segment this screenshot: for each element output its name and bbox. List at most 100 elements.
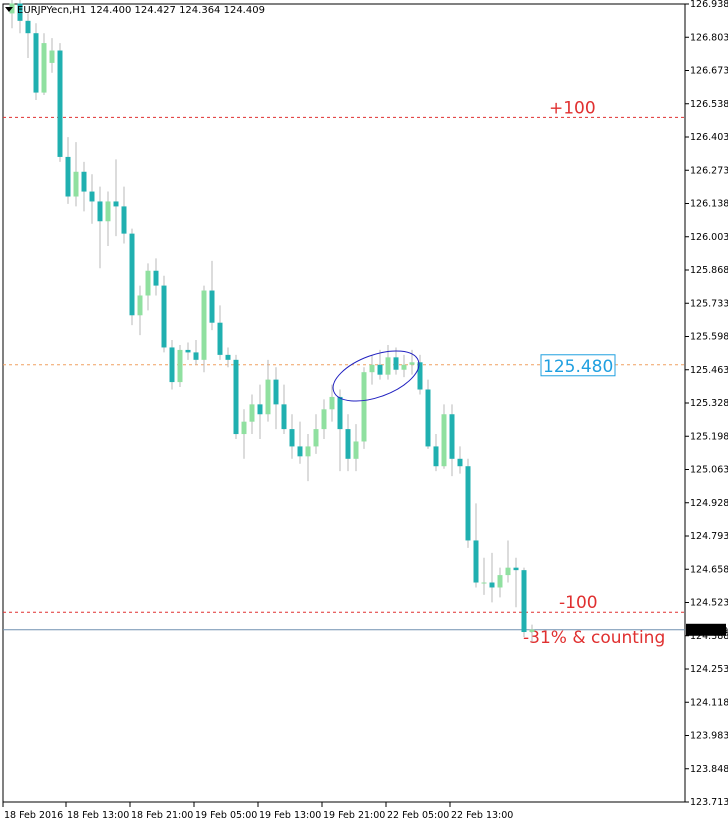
y-tick-label: 126.003 xyxy=(690,232,728,243)
candle-body xyxy=(409,362,415,365)
candle-body xyxy=(361,372,367,442)
x-tick-label: 18 Feb 21:00 xyxy=(131,810,193,821)
price-levels: +100 125.480 -100 124.409 -31% & counting xyxy=(3,98,728,648)
y-tick-label: 126.273 xyxy=(690,165,728,176)
candle-body xyxy=(329,396,335,410)
y-tick-label: 126.803 xyxy=(690,32,728,43)
candle-body xyxy=(57,50,63,157)
x-tick-label: 19 Feb 21:00 xyxy=(323,810,385,821)
y-tick-label: 125.598 xyxy=(690,332,728,343)
candle-body xyxy=(33,33,39,93)
y-tick-label: 123.983 xyxy=(690,731,728,742)
y-tick-label: 126.403 xyxy=(690,132,728,143)
candle-body xyxy=(289,429,295,447)
candle-body xyxy=(97,201,103,222)
candle-body xyxy=(185,349,191,353)
candle-body xyxy=(497,575,503,588)
candle-body xyxy=(217,322,223,355)
candle-body xyxy=(241,421,247,435)
chart-frame xyxy=(2,3,686,803)
y-tick-label: 125.868 xyxy=(690,265,728,276)
candle-body xyxy=(401,364,407,370)
candle-body xyxy=(313,429,319,447)
candle-body xyxy=(129,233,135,316)
y-tick-label: 124.928 xyxy=(690,498,728,509)
candle-body xyxy=(249,404,255,422)
current-price-label: 124.409 xyxy=(689,626,728,637)
ohlc-readout: 124.400 124.427 124.364 124.409 xyxy=(90,5,265,16)
x-tick-label: 22 Feb 13:00 xyxy=(451,810,513,821)
candle-body xyxy=(105,201,111,222)
y-tick-label: 126.673 xyxy=(690,66,728,77)
candles xyxy=(9,0,535,642)
y-tick-label: 124.658 xyxy=(690,564,728,575)
candle-body xyxy=(225,354,231,360)
candle-body xyxy=(49,50,55,63)
candle-body xyxy=(505,567,511,576)
candle-body xyxy=(73,171,79,197)
candle-body xyxy=(25,20,31,34)
candle-body xyxy=(201,290,207,360)
candle-body xyxy=(449,414,455,459)
candle-body xyxy=(273,379,279,405)
symbol-label: EURJPYecn,H1 xyxy=(17,5,86,16)
candle-body xyxy=(337,396,343,430)
y-tick-label: 125.328 xyxy=(690,398,728,409)
candle-body xyxy=(145,270,151,296)
candle-body xyxy=(457,458,463,467)
candle-body xyxy=(17,3,23,21)
candle-body xyxy=(153,270,159,286)
y-tick-label: 125.463 xyxy=(690,365,728,376)
y-tick-label: 126.138 xyxy=(690,199,728,210)
dropdown-arrow-icon[interactable] xyxy=(5,7,13,12)
y-tick-label: 126.538 xyxy=(690,99,728,110)
candle-body xyxy=(265,379,271,415)
candle-body xyxy=(369,364,375,373)
annotation-text: -31% & counting xyxy=(523,628,665,648)
candle-body xyxy=(353,441,359,459)
x-tick-label: 19 Feb 13:00 xyxy=(259,810,321,821)
candle-body xyxy=(169,347,175,383)
candle-body xyxy=(417,362,423,390)
level-label: +100 xyxy=(549,98,596,118)
candle-body xyxy=(425,389,431,447)
candle-body xyxy=(209,290,215,323)
candle-body xyxy=(377,364,383,375)
price-axis: 126.938 126.803 126.673 126.538 126.403 126.2… xyxy=(685,0,728,808)
candle-body xyxy=(161,285,167,348)
candle-body xyxy=(193,352,199,360)
y-tick-label: 125.063 xyxy=(690,465,728,476)
level-label: -100 xyxy=(559,593,598,613)
candle-body xyxy=(281,404,287,430)
chart-header: EURJPYecn,H1 124.400 124.427 124.364 124… xyxy=(5,5,265,16)
x-tick-label: 19 Feb 05:00 xyxy=(195,810,257,821)
candle-body xyxy=(113,201,119,207)
current-price-tag xyxy=(686,623,726,636)
candle-body xyxy=(473,540,479,583)
time-axis: 18 Feb 2016 18 Feb 13:00 18 Feb 21:00 19 Fe… xyxy=(2,802,513,821)
highlight-ellipse xyxy=(332,350,420,402)
candle-body xyxy=(81,171,87,192)
x-tick-label: 18 Feb 13:00 xyxy=(67,810,129,821)
level-price-label: 125.480 xyxy=(543,357,613,377)
y-tick-label: 124.118 xyxy=(690,697,728,708)
candle-body xyxy=(297,446,303,457)
candle-body xyxy=(529,629,535,633)
candle-body xyxy=(441,414,447,467)
candle-body xyxy=(257,404,263,415)
candle-body xyxy=(65,156,71,197)
candle-body xyxy=(137,295,143,316)
candle-body xyxy=(321,409,327,430)
candle-body xyxy=(513,567,519,571)
candle-body xyxy=(305,446,311,457)
level-price-box xyxy=(540,354,616,377)
candle-body xyxy=(345,429,351,459)
candle-body xyxy=(121,206,127,234)
candle-body xyxy=(177,349,183,383)
candle-body xyxy=(489,582,495,588)
candle-body xyxy=(233,359,239,435)
x-tick-label: 18 Feb 2016 xyxy=(4,810,63,821)
y-tick-label: 124.253 xyxy=(690,664,728,675)
candle-body xyxy=(89,191,95,202)
